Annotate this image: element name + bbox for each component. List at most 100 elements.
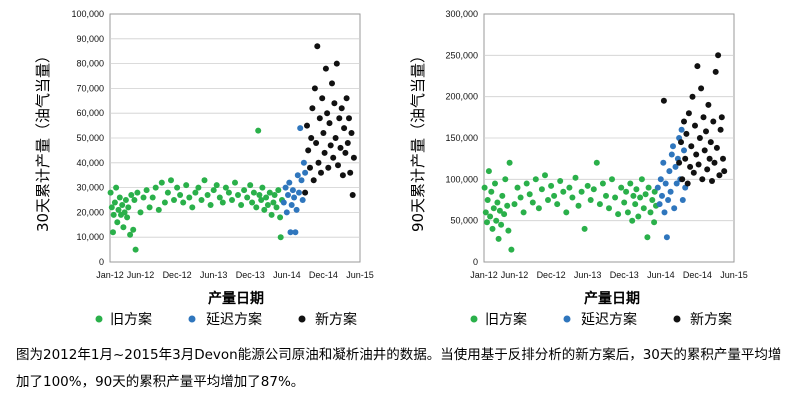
data-point-delayed — [678, 126, 685, 133]
data-point-old — [635, 213, 642, 220]
data-point-old — [238, 202, 245, 208]
legend-marker-delayed — [563, 315, 571, 323]
x-tick-label: Jun-12 — [501, 270, 529, 280]
data-point-old — [514, 184, 521, 191]
data-point-old — [651, 188, 658, 195]
x-tick-label: Jun-15 — [720, 270, 748, 280]
data-point-new — [331, 100, 338, 107]
data-point-old — [108, 204, 115, 211]
y-tick-label: 200,000 — [445, 92, 478, 102]
y-tick-label: 30,000 — [76, 183, 104, 193]
data-point-old — [161, 199, 168, 206]
data-point-old — [253, 204, 260, 211]
chart-90-day: 0 50,000 100,000 150,000 200,000 250,000 300,0… — [409, 9, 748, 328]
data-point-old — [499, 192, 506, 199]
data-point-new — [314, 43, 321, 50]
y-tick-label: 80,000 — [76, 59, 104, 69]
data-point-old — [107, 189, 114, 196]
data-point-new — [679, 176, 686, 183]
data-point-new — [704, 166, 711, 173]
data-point-old — [578, 188, 585, 195]
data-point-new — [322, 65, 329, 72]
data-point-old — [259, 184, 266, 191]
data-point-new — [711, 159, 718, 166]
data-point-new — [344, 140, 351, 146]
data-point-new — [325, 164, 332, 171]
data-point-delayed — [681, 147, 687, 154]
chart-30-day: 0 10,000 20,000 30,000 40,000 50,000 60,000 70,… — [34, 9, 374, 328]
legend: 旧方案 延迟方案 新方案 — [95, 311, 357, 328]
data-point-old — [164, 189, 171, 196]
data-point-old — [271, 192, 278, 198]
data-point-old — [517, 194, 524, 201]
data-point-old — [258, 197, 265, 203]
data-point-old — [232, 179, 238, 186]
y-axis-label: 30天累计产量（油气当量） — [34, 48, 52, 232]
data-point-new — [320, 130, 327, 136]
y-tick-label: 0 — [473, 257, 478, 267]
chart-canvas: 0 10,000 20,000 30,000 40,000 50,000 60,000 70,… — [34, 9, 748, 328]
data-point-old — [647, 209, 654, 216]
data-point-new — [720, 155, 726, 162]
data-point-new — [326, 120, 333, 127]
data-point-new — [694, 63, 701, 70]
data-point-old — [488, 188, 495, 195]
data-point-old — [638, 176, 645, 183]
data-points — [481, 52, 728, 253]
data-point-new — [342, 149, 349, 156]
data-point-new — [693, 151, 700, 158]
data-point-old — [506, 159, 513, 166]
data-point-old — [566, 184, 573, 191]
data-point-old — [640, 205, 647, 212]
data-point-new — [329, 80, 335, 87]
data-point-new — [682, 155, 689, 162]
data-point-old — [504, 202, 511, 209]
data-point-new — [346, 115, 352, 122]
data-point-old — [207, 202, 214, 208]
data-point-delayed — [300, 159, 307, 166]
data-point-old — [505, 227, 512, 234]
data-point-old — [532, 176, 539, 183]
data-point-old — [627, 180, 634, 187]
data-point-old — [127, 231, 134, 238]
data-point-new — [678, 139, 684, 146]
data-point-new — [337, 144, 344, 151]
x-tick-label: Dec-12 — [163, 270, 192, 280]
data-point-old — [130, 226, 137, 233]
data-point-old — [642, 191, 649, 198]
data-point-delayed — [679, 197, 686, 203]
data-point-new — [709, 178, 715, 184]
data-point-old — [250, 189, 257, 196]
data-point-old — [575, 202, 582, 209]
data-point-old — [495, 235, 502, 242]
data-point-old — [490, 205, 497, 212]
data-point-new — [700, 114, 707, 121]
data-point-new — [676, 159, 683, 166]
data-point-new — [305, 147, 312, 154]
data-point-new — [684, 180, 691, 187]
data-point-old — [266, 189, 273, 196]
legend-label-old: 旧方案 — [485, 311, 527, 328]
figure-caption: 图为2012年1月~2015年3月Devon能源公司原油和凝析油井的数据。当使用… — [16, 347, 782, 390]
x-axis-label: 产量日期 — [208, 290, 264, 307]
data-point-old — [496, 207, 503, 214]
legend-label-new: 新方案 — [690, 311, 732, 328]
data-point-old — [526, 191, 533, 198]
data-point-old — [632, 201, 639, 208]
data-point-new — [660, 97, 667, 104]
data-point-new — [715, 52, 722, 59]
data-point-delayed — [287, 229, 294, 236]
data-point-old — [125, 204, 132, 211]
data-point-old — [498, 221, 505, 228]
data-point-new — [716, 172, 723, 179]
data-point-old — [119, 202, 126, 208]
data-point-new — [710, 118, 717, 125]
data-point-old — [244, 194, 251, 201]
data-point-delayed — [280, 199, 287, 206]
data-point-new — [343, 95, 350, 102]
data-point-new — [690, 169, 697, 176]
x-tick-label: Dec-12 — [537, 270, 566, 280]
legend: 旧方案 延迟方案 新方案 — [470, 311, 732, 328]
data-point-new — [315, 159, 322, 166]
data-point-old — [121, 209, 128, 216]
